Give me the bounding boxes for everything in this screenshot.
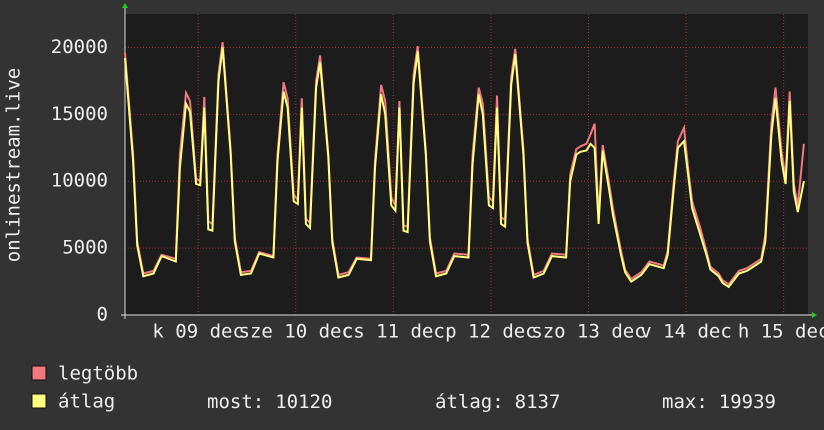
series-line — [124, 47, 805, 289]
x-tick-label: v 14 dec — [640, 321, 732, 343]
x-tick-label: p 12 dec — [445, 321, 537, 343]
stat: átlag: 8137 — [435, 391, 560, 413]
x-tick-label: szo 13 dec — [531, 321, 645, 343]
y-tick-label: 10000 — [51, 170, 108, 192]
axis-arrow — [122, 3, 128, 8]
x-tick-label: cs 11 dec — [342, 321, 445, 343]
plot-area — [125, 14, 808, 315]
y-axis-label: onlinestream.live — [3, 68, 25, 262]
legend-label: legtöbb — [58, 363, 138, 385]
legend-label: átlag — [58, 391, 115, 413]
stat-value: 10120 — [275, 391, 332, 413]
y-tick-label: 5000 — [62, 237, 108, 259]
stat-value: 8137 — [515, 391, 561, 413]
stat-label: max: — [662, 391, 708, 413]
y-tick-label: 15000 — [51, 103, 108, 125]
y-tick-label: 0 — [97, 304, 108, 326]
x-tick-label: sze 10 dec — [239, 321, 353, 343]
stat: most: 10120 — [207, 391, 332, 413]
stat-label: átlag: — [435, 391, 504, 413]
x-tick-label: k 09 dec — [152, 321, 244, 343]
axis-arrow — [812, 312, 817, 318]
legend-swatch — [31, 393, 47, 409]
x-tick-label: h 15 dec — [738, 321, 824, 343]
y-tick-label: 20000 — [51, 36, 108, 58]
legend-swatch — [31, 365, 47, 381]
stat: max: 19939 — [662, 391, 776, 413]
stat-label: most: — [207, 391, 264, 413]
stat-value: 19939 — [719, 391, 776, 413]
